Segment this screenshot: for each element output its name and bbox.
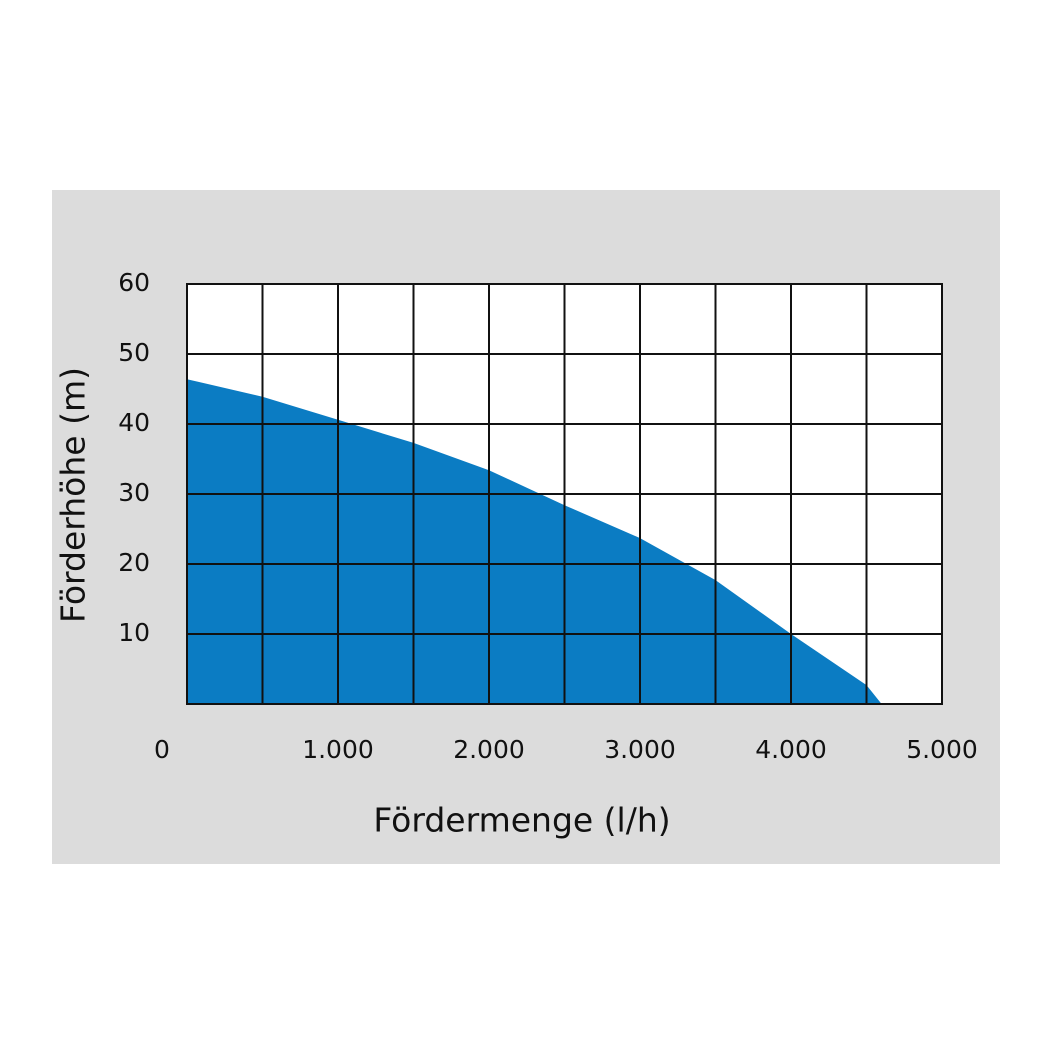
x-tick-label: 1.000 — [302, 735, 374, 764]
x-tick-label: 4.000 — [755, 735, 827, 764]
x-tick-label: 5.000 — [906, 735, 978, 764]
y-tick-label: 20 — [118, 548, 150, 577]
x-axis-label: Fördermenge (l/h) — [373, 801, 670, 840]
y-axis-label: Förderhöhe (m) — [54, 367, 93, 623]
x-tick-label: 0 — [154, 735, 170, 764]
plot-frame — [186, 283, 943, 705]
x-tick-label: 2.000 — [453, 735, 525, 764]
y-tick-label: 10 — [118, 618, 150, 647]
area — [187, 379, 882, 704]
y-tick-label: 30 — [118, 478, 150, 507]
x-tick-label: 3.000 — [604, 735, 676, 764]
y-tick-label: 40 — [118, 408, 150, 437]
y-tick-label: 60 — [118, 268, 150, 297]
y-tick-label: 50 — [118, 338, 150, 367]
